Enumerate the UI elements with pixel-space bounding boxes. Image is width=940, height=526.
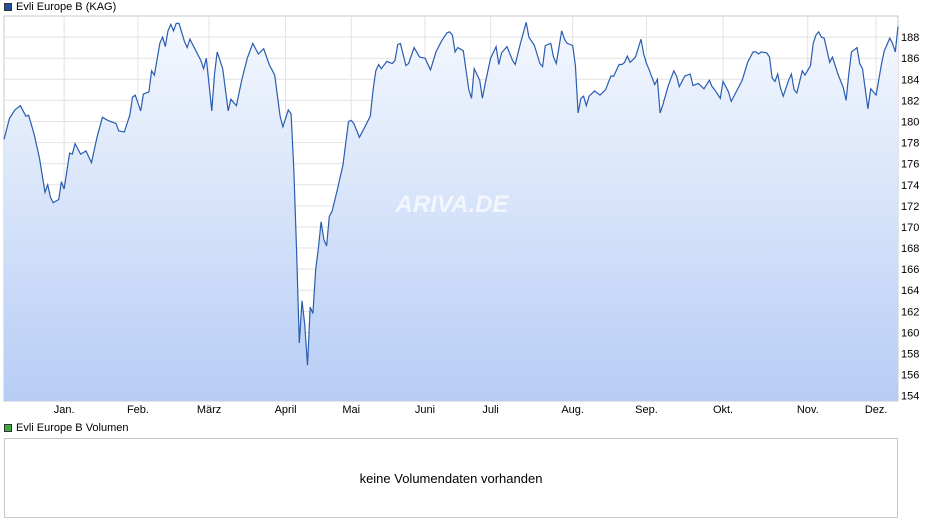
- price-line: [3, 22, 899, 366]
- price-legend-label: Evli Europe B (KAG): [16, 1, 117, 13]
- x-tick-label: Sep.: [635, 404, 658, 416]
- x-tick-label: Okt.: [713, 404, 733, 416]
- x-tick-label: Dez.: [865, 404, 888, 416]
- volume-legend-swatch: [4, 424, 12, 432]
- x-tick-label: Jan.: [54, 404, 75, 416]
- y-tick-label: 178: [901, 138, 919, 150]
- y-tick-label: 176: [901, 159, 919, 171]
- y-tick-label: 164: [901, 285, 919, 297]
- volume-legend-label: Evli Europe B Volumen: [16, 422, 129, 434]
- x-tick-label: März: [197, 404, 221, 416]
- y-tick-label: 170: [901, 222, 919, 234]
- x-tick-label: Aug.: [561, 404, 584, 416]
- x-axis-ticks: Jan. Feb. März April Mai Juni Juli Aug. Sep. Okt.…: [54, 404, 888, 416]
- y-tick-label: 168: [901, 243, 919, 255]
- volume-panel: keine Volumendaten vorhanden: [4, 438, 898, 518]
- x-tick-label: Feb.: [127, 404, 149, 416]
- y-tick-label: 186: [901, 53, 919, 65]
- price-legend-swatch: [4, 3, 12, 11]
- y-tick-label: 160: [901, 327, 919, 339]
- y-tick-label: 174: [901, 180, 919, 192]
- price-legend: Evli Europe B (KAG): [4, 1, 116, 13]
- y-tick-label: 154: [901, 391, 919, 403]
- y-tick-label: 166: [901, 264, 919, 276]
- y-tick-label: 156: [901, 370, 919, 382]
- x-tick-label: Juli: [482, 404, 499, 416]
- y-axis-ticks: 154 156 158 160 162 164 166 168 170 172 174 176 178 1…: [901, 32, 919, 403]
- price-area: [4, 22, 898, 402]
- y-tick-label: 182: [901, 95, 919, 107]
- volume-legend: Evli Europe B Volumen: [4, 422, 129, 434]
- x-tick-label: Juni: [415, 404, 435, 416]
- y-tick-label: 184: [901, 74, 919, 86]
- x-tick-label: Nov.: [797, 404, 819, 416]
- y-tick-label: 162: [901, 306, 919, 318]
- y-tick-label: 172: [901, 201, 919, 213]
- y-tick-label: 158: [901, 349, 919, 361]
- volume-empty-message: keine Volumendaten vorhanden: [359, 471, 543, 486]
- y-tick-label: 180: [901, 116, 919, 128]
- x-tick-label: Mai: [342, 404, 360, 416]
- x-tick-label: April: [275, 404, 297, 416]
- y-tick-label: 188: [901, 32, 919, 44]
- watermark: ARIVA.DE: [395, 191, 510, 218]
- price-chart: ARIVA.DE 1541561581601621641661681701721…: [3, 15, 919, 416]
